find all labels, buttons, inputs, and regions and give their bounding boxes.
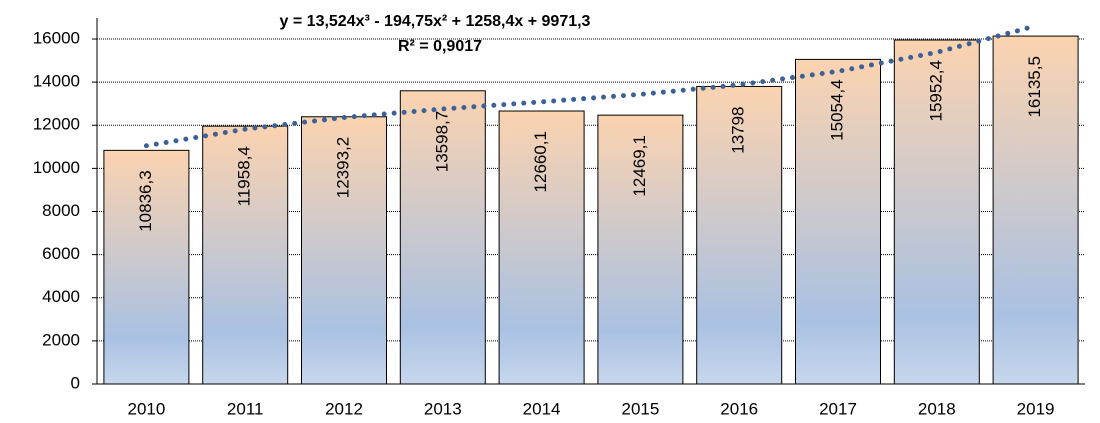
- value-label: 15054,4: [827, 79, 846, 140]
- y-tick-label: 10000: [33, 158, 80, 177]
- bar: [498, 110, 585, 385]
- x-tick-label: 2017: [819, 399, 857, 418]
- y-tick-label: 16000: [33, 28, 80, 47]
- bar: [301, 116, 387, 385]
- value-label: 10836,3: [136, 170, 155, 231]
- trendline: [143, 23, 1039, 149]
- x-tick-label: 2018: [918, 399, 956, 418]
- value-label: 12660,1: [531, 131, 550, 192]
- y-tick-label: 14000: [33, 72, 80, 91]
- bar: [795, 58, 881, 385]
- trend-equation: y = 13,524x³ - 194,75x² + 1258,4x + 9971…: [280, 13, 591, 30]
- value-label: 12393,2: [333, 137, 352, 198]
- x-tick-label: 2015: [621, 399, 659, 418]
- bar: [992, 35, 1079, 385]
- bar: [696, 85, 783, 385]
- value-label: 13598,7: [432, 111, 451, 172]
- x-tick-label: 2019: [1017, 399, 1055, 418]
- bar: [399, 90, 486, 385]
- y-tick-label: 0: [71, 373, 80, 392]
- value-label: 13798: [729, 106, 748, 153]
- bar: [893, 39, 980, 385]
- value-label: 16135,5: [1025, 56, 1044, 117]
- x-tick-label: 2011: [227, 399, 264, 418]
- x-tick-label: 2012: [325, 399, 363, 418]
- bar: [103, 149, 190, 385]
- y-tick-label: 4000: [42, 287, 80, 306]
- value-label: 11958,4: [235, 146, 254, 206]
- value-label: 15952,4: [926, 60, 945, 121]
- trend-r-squared: R² = 0,9017: [398, 38, 482, 55]
- y-tick-label: 2000: [42, 330, 80, 349]
- y-tick-label: 6000: [42, 244, 80, 263]
- x-tick-label: 2010: [127, 399, 165, 418]
- y-tick-label: 8000: [42, 201, 80, 220]
- value-label: 12469,1: [630, 135, 649, 196]
- y-tick-label: 12000: [33, 115, 80, 134]
- x-tick-label: 2016: [720, 399, 758, 418]
- x-tick-label: 2014: [523, 399, 561, 418]
- x-tick-label: 2013: [424, 399, 462, 418]
- bar: [597, 114, 684, 385]
